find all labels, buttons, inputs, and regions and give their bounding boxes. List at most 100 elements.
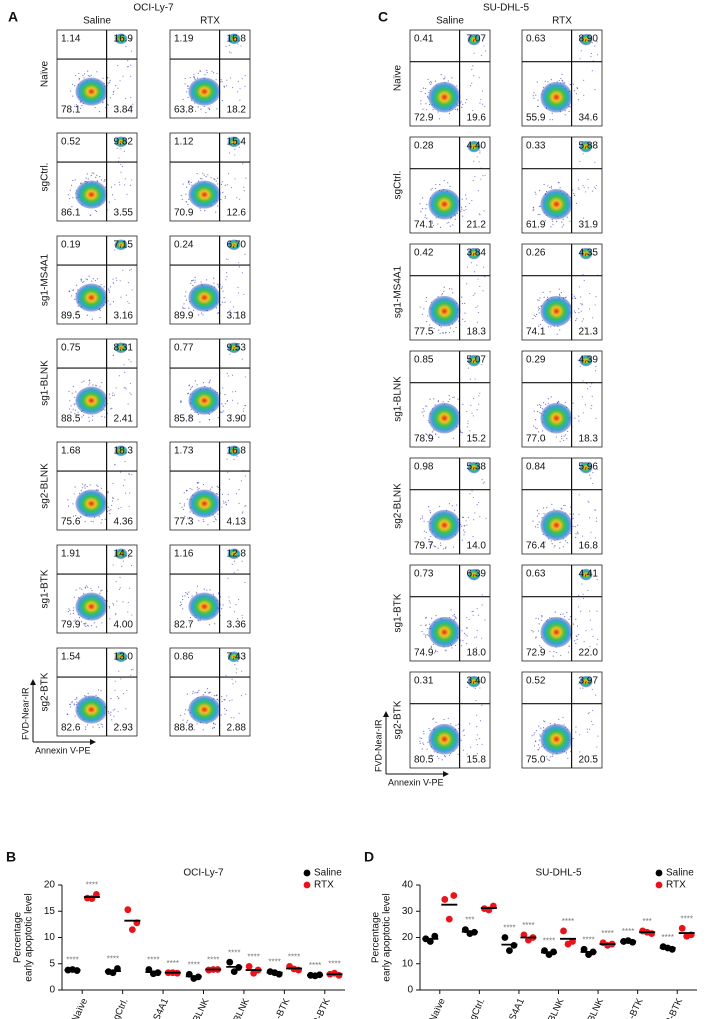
event-dot: [191, 386, 193, 388]
event-dot: [424, 405, 427, 407]
event-dot: [243, 186, 245, 188]
event-dot: [82, 74, 84, 77]
event-dot: [125, 388, 127, 390]
event-dot: [194, 279, 196, 281]
event-dot: [82, 414, 85, 416]
event-dot: [582, 217, 584, 219]
event-dot: [117, 710, 119, 713]
event-dot: [201, 178, 203, 180]
data-point: [124, 906, 132, 914]
event-dot: [72, 408, 74, 410]
event-dot: [592, 482, 594, 485]
event-dot: [430, 83, 432, 86]
quadrant-value: 4.41: [579, 569, 599, 580]
event-dot: [533, 92, 535, 94]
event-dot: [113, 394, 115, 396]
event-dot: [572, 738, 574, 740]
event-dot: [468, 203, 471, 205]
event-dot: [535, 94, 537, 96]
event-dot: [432, 431, 434, 433]
event-dot: [428, 435, 430, 437]
event-dot: [536, 105, 539, 108]
event-dot: [244, 581, 246, 584]
event-dot: [127, 403, 129, 405]
density-cloud: [579, 675, 593, 688]
event-dot: [245, 505, 247, 507]
event-dot: [561, 508, 563, 510]
event-dot: [184, 713, 186, 715]
event-dot: [580, 113, 582, 115]
event-dot: [464, 525, 466, 527]
significance: ****: [66, 956, 78, 965]
event-dot: [560, 77, 562, 80]
event-dot: [74, 179, 76, 181]
significance: ****: [562, 917, 574, 926]
event-dot: [75, 514, 77, 517]
event-dot: [541, 319, 544, 321]
event-dot: [531, 735, 533, 737]
density-cloud: [188, 77, 221, 106]
event-dot: [124, 178, 126, 180]
event-dot: [552, 655, 554, 657]
event-dot: [232, 306, 235, 308]
event-dot: [589, 385, 591, 388]
quadrant-value: 34.6: [579, 113, 599, 124]
event-dot: [538, 312, 540, 314]
event-dot: [124, 371, 126, 374]
event-dot: [471, 611, 473, 613]
event-dot: [202, 694, 204, 696]
event-dot: [184, 295, 186, 297]
event-dot: [578, 286, 580, 288]
event-dot: [242, 410, 244, 412]
event-dot: [466, 98, 468, 101]
event-dot: [579, 58, 581, 60]
quadrant-value: 0.63: [526, 34, 546, 45]
event-dot: [582, 535, 584, 537]
event-dot: [421, 517, 423, 519]
event-dot: [474, 293, 476, 295]
density-cloud: [227, 342, 241, 354]
event-dot: [549, 722, 552, 725]
event-dot: [580, 50, 582, 52]
event-dot: [539, 213, 541, 216]
event-dot: [118, 588, 121, 590]
event-dot: [84, 521, 86, 523]
event-dot: [220, 411, 222, 413]
event-dot: [67, 611, 70, 613]
event-dot: [555, 651, 557, 654]
quadrant-value: 16.9: [114, 34, 134, 45]
event-dot: [122, 692, 125, 695]
event-dot: [131, 179, 133, 181]
event-dot: [563, 439, 565, 441]
event-dot: [84, 487, 86, 489]
event-dot: [431, 541, 433, 543]
event-dot: [433, 751, 435, 753]
event-dot: [227, 493, 229, 496]
event-dot: [88, 379, 91, 381]
event-dot: [244, 505, 246, 508]
flow-y-axis-label: FVD-Near-IR: [373, 719, 383, 772]
event-dot: [191, 595, 193, 597]
event-dot: [72, 612, 74, 615]
event-dot: [537, 309, 540, 311]
event-dot: [74, 105, 76, 108]
event-dot: [68, 197, 71, 200]
event-dot: [231, 374, 234, 376]
event-dot: [483, 37, 486, 39]
significance: ****: [288, 952, 300, 961]
event-dot: [198, 314, 200, 316]
event-dot: [470, 404, 472, 406]
density-cloud: [540, 402, 573, 434]
quadrant-value: 0.33: [526, 141, 546, 152]
row-label: sgCtrl.: [393, 171, 404, 200]
event-dot: [576, 638, 578, 641]
event-dot: [561, 226, 563, 228]
event-dot: [200, 70, 202, 72]
quadrant-value: 72.9: [526, 648, 546, 659]
event-dot: [594, 88, 596, 91]
event-dot: [553, 651, 555, 653]
event-dot: [591, 395, 593, 397]
event-dot: [233, 571, 235, 574]
event-dot: [581, 320, 583, 322]
